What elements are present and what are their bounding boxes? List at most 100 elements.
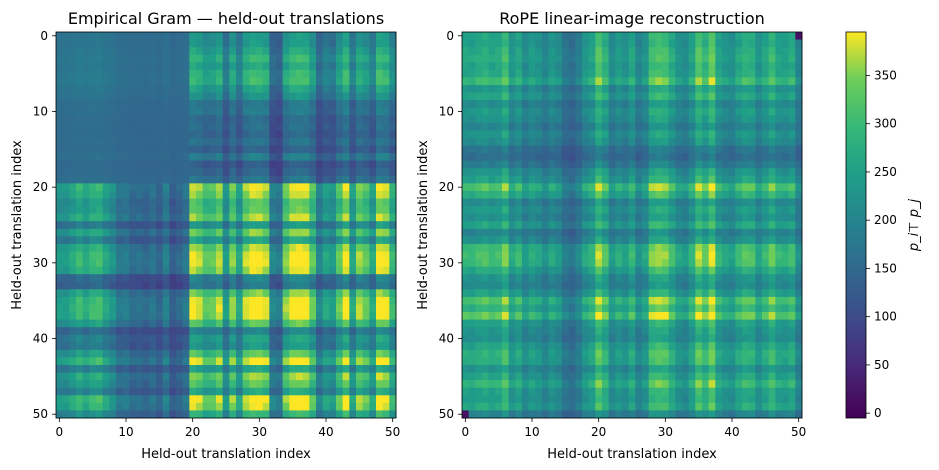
heatmap-cell bbox=[462, 145, 470, 154]
heatmap-cell bbox=[209, 266, 217, 275]
heatmap-cell bbox=[502, 122, 510, 131]
heatmap-cell bbox=[708, 274, 716, 283]
heatmap-cell bbox=[708, 39, 716, 48]
heatmap-cell bbox=[329, 122, 337, 131]
heatmap-cell bbox=[508, 221, 516, 230]
heatmap-cell bbox=[695, 77, 703, 86]
heatmap-cell bbox=[595, 365, 603, 373]
heatmap-cell bbox=[62, 410, 70, 419]
heatmap-cell bbox=[162, 251, 170, 260]
heatmap-cell bbox=[129, 213, 137, 222]
heatmap-cell bbox=[69, 100, 77, 109]
heatmap-cell bbox=[342, 122, 350, 131]
heatmap-cell bbox=[302, 251, 310, 260]
x-tick-label: 0 bbox=[56, 425, 64, 439]
heatmap-cell bbox=[635, 236, 643, 245]
heatmap-cell bbox=[342, 198, 350, 207]
heatmap-cell bbox=[555, 175, 563, 184]
heatmap-cell bbox=[249, 349, 257, 358]
heatmap-cell bbox=[462, 274, 470, 283]
heatmap-cell bbox=[282, 395, 290, 404]
heatmap-cell bbox=[336, 304, 344, 313]
heatmap-cell bbox=[269, 122, 277, 131]
heatmap-cell bbox=[562, 54, 570, 63]
heatmap-cell bbox=[708, 365, 716, 373]
heatmap-cell bbox=[329, 236, 337, 245]
heatmap-cell bbox=[602, 153, 610, 162]
heatmap-cell bbox=[528, 47, 536, 56]
heatmap-cell bbox=[382, 410, 390, 419]
heatmap-cell bbox=[508, 47, 516, 56]
heatmap-cell bbox=[169, 39, 177, 48]
heatmap-cell bbox=[302, 100, 310, 109]
heatmap-cell bbox=[528, 213, 536, 222]
heatmap-cell bbox=[322, 251, 330, 260]
heatmap-cell bbox=[755, 115, 763, 124]
heatmap-cell bbox=[535, 296, 543, 305]
heatmap-cell bbox=[109, 168, 117, 177]
heatmap-cell bbox=[542, 198, 550, 207]
heatmap-cell bbox=[162, 137, 170, 146]
heatmap-cell bbox=[342, 395, 350, 404]
heatmap-cell bbox=[302, 122, 310, 131]
heatmap-cell bbox=[495, 84, 503, 93]
heatmap-cell bbox=[502, 312, 510, 321]
heatmap-cell bbox=[535, 266, 543, 275]
heatmap-cell bbox=[695, 115, 703, 124]
heatmap-cell bbox=[782, 84, 790, 93]
heatmap-cell bbox=[575, 289, 583, 298]
heatmap-cell bbox=[302, 115, 310, 124]
heatmap-cell bbox=[462, 77, 470, 86]
heatmap-cell bbox=[535, 251, 543, 260]
heatmap-cell bbox=[356, 228, 364, 237]
heatmap-cell bbox=[708, 296, 716, 305]
heatmap-cell bbox=[542, 32, 550, 40]
heatmap-cell bbox=[588, 296, 596, 305]
heatmap-cell bbox=[668, 357, 676, 366]
heatmap-cell bbox=[116, 107, 124, 116]
heatmap-cell bbox=[582, 122, 590, 131]
heatmap-cell bbox=[276, 168, 284, 177]
heatmap-cell bbox=[635, 107, 643, 116]
heatmap-cell bbox=[296, 69, 304, 78]
heatmap-cell bbox=[129, 228, 137, 237]
heatmap-cell bbox=[622, 327, 630, 336]
heatmap-cell bbox=[149, 342, 157, 351]
heatmap-cell bbox=[69, 175, 77, 184]
heatmap-cell bbox=[748, 183, 756, 192]
heatmap-cell bbox=[782, 259, 790, 268]
heatmap-cell bbox=[722, 266, 730, 275]
heatmap-cell bbox=[242, 122, 250, 131]
heatmap-cell bbox=[675, 190, 683, 199]
heatmap-cell bbox=[775, 145, 783, 154]
heatmap-cell bbox=[548, 84, 556, 93]
heatmap-cell bbox=[748, 130, 756, 139]
heatmap-cell bbox=[635, 183, 643, 192]
heatmap-cell bbox=[136, 266, 144, 275]
heatmap-cell bbox=[495, 281, 503, 290]
heatmap-cell bbox=[635, 266, 643, 275]
heatmap-cell bbox=[316, 107, 324, 116]
heatmap-cell bbox=[462, 84, 470, 93]
heatmap-cell bbox=[682, 221, 690, 230]
heatmap-cell bbox=[508, 213, 516, 222]
heatmap-cell bbox=[495, 251, 503, 260]
heatmap-cell bbox=[389, 115, 397, 124]
heatmap-cell bbox=[129, 137, 137, 146]
heatmap-cell bbox=[116, 145, 124, 154]
heatmap-cell bbox=[522, 190, 530, 199]
heatmap-cell bbox=[775, 251, 783, 260]
heatmap-cell bbox=[329, 145, 337, 154]
heatmap-cell bbox=[622, 312, 630, 321]
heatmap-cell bbox=[182, 387, 190, 396]
heatmap-cell bbox=[356, 32, 364, 40]
heatmap-cell bbox=[615, 274, 623, 283]
heatmap-cell bbox=[56, 395, 64, 404]
heatmap-cell bbox=[229, 342, 237, 351]
heatmap-cell bbox=[242, 107, 250, 116]
heatmap-cell bbox=[102, 266, 110, 275]
heatmap-cell bbox=[276, 145, 284, 154]
heatmap-cell bbox=[329, 47, 337, 56]
heatmap-cell bbox=[329, 342, 337, 351]
heatmap-cell bbox=[588, 175, 596, 184]
